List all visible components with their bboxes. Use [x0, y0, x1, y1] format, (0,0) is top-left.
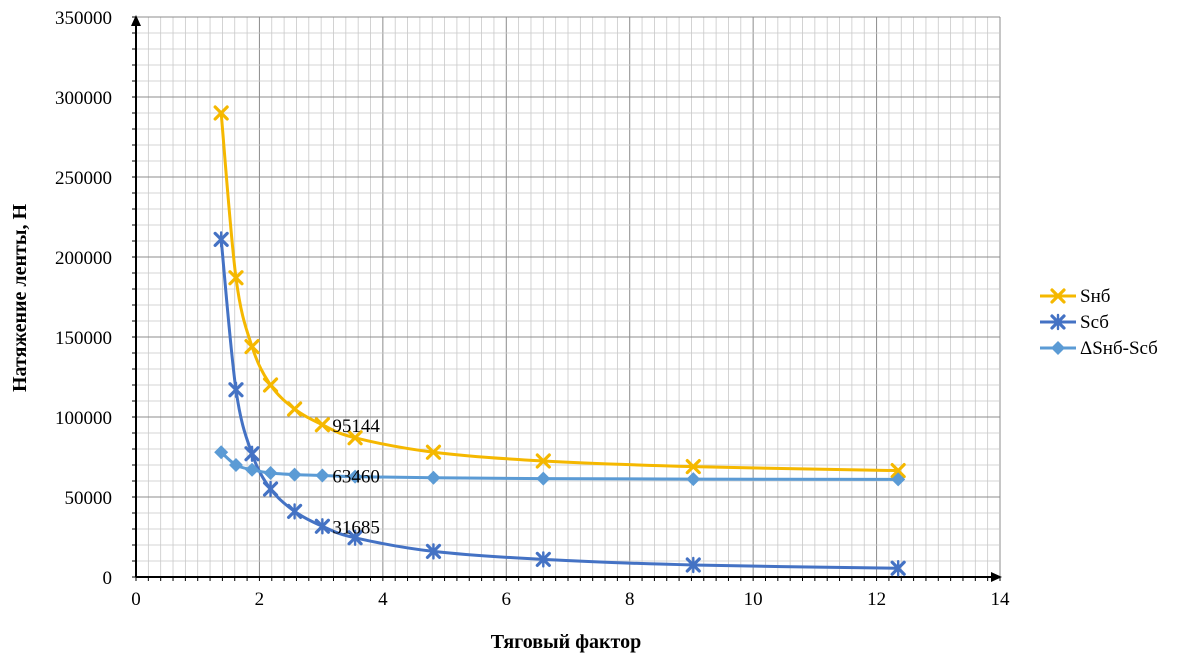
data-point: [315, 468, 330, 483]
data-point: [228, 381, 244, 398]
data-label: 31685: [332, 517, 380, 538]
data-point: [228, 270, 244, 286]
data-point: [244, 339, 260, 355]
data-point: [425, 444, 442, 460]
x-axis-arrow: [991, 572, 1002, 582]
data-point: [536, 471, 551, 486]
legend-marker: [1050, 313, 1066, 331]
y-tick-label: 250000: [55, 168, 112, 189]
data-point: [228, 458, 243, 472]
grid: [135, 16, 1001, 578]
marker-stroke: [425, 444, 442, 460]
data-point: [263, 466, 278, 480]
y-tick-label: 50000: [65, 488, 113, 509]
data-point: [314, 417, 330, 433]
marker-stroke: [890, 463, 906, 479]
y-tick-label: 350000: [55, 8, 112, 29]
data-point: [213, 231, 229, 248]
marker-stroke: [228, 270, 244, 286]
x-tick-label: 2: [255, 589, 265, 610]
y-axis-arrow: [131, 15, 141, 26]
data-point: [425, 543, 442, 560]
x-tick-label: 4: [378, 589, 388, 610]
series-line-1: [219, 112, 899, 473]
x-tick-label: 0: [131, 589, 141, 610]
marker-stroke: [347, 430, 363, 446]
data-point: [244, 445, 260, 462]
x-tick-label: 14: [991, 589, 1011, 610]
data-point: [347, 529, 363, 546]
marker-stroke: [535, 453, 551, 469]
data-point: [891, 472, 906, 487]
data-point: [535, 551, 551, 568]
data-point: [213, 105, 229, 121]
data-point: [287, 401, 303, 417]
y-tick-label: 150000: [55, 328, 112, 349]
data-point: [890, 560, 906, 577]
data-point: [287, 467, 302, 482]
data-point: [287, 503, 303, 520]
legend-label: Sнб: [1080, 286, 1110, 307]
legend: Sнб Sсб ΔSнб-Sсб: [1040, 286, 1158, 359]
data-point: [685, 556, 701, 574]
series-line-2: [219, 239, 899, 570]
data-point: [314, 518, 330, 535]
legend-marker: [1050, 288, 1066, 304]
legend-label: ΔSнб-Sсб: [1080, 338, 1158, 359]
x-tick-label: 12: [867, 589, 886, 610]
data-point: [262, 377, 279, 393]
marker-stroke: [213, 105, 229, 121]
data-point: [685, 459, 701, 475]
marker-stroke: [685, 459, 701, 475]
marker-stroke: [314, 417, 330, 433]
y-tick-label: 300000: [55, 88, 112, 109]
data-label: 95144: [332, 416, 380, 437]
y-axis-title: Натяжение ленты, Н: [9, 204, 31, 393]
marker-stroke: [1050, 288, 1066, 304]
tick-labels: 0 2 4 6 8 10 12 14 0 50000 100000 150000 200000 25000…: [55, 8, 1010, 610]
x-tick-label: 6: [502, 589, 512, 610]
axes: [131, 15, 1002, 582]
data-labels: 95144 63460 31685: [332, 416, 380, 539]
series-group: [213, 105, 906, 577]
x-tick-label: 8: [625, 589, 635, 610]
x-axis-title: Тяговый фактор: [491, 631, 641, 653]
data-point: [347, 430, 363, 446]
y-tick-label: 0: [103, 568, 113, 589]
legend-marker: [1051, 341, 1065, 355]
marker-stroke: [244, 339, 260, 355]
y-tick-label: 200000: [55, 248, 112, 269]
y-tick-label: 100000: [55, 408, 112, 429]
marker-stroke: [262, 377, 279, 393]
data-point: [262, 480, 279, 498]
legend-label: Sсб: [1080, 312, 1109, 333]
data-point: [535, 453, 551, 469]
data-label: 63460: [332, 466, 380, 487]
data-point: [245, 462, 260, 477]
data-point: [890, 463, 906, 479]
data-point: [426, 470, 441, 485]
data-point: [348, 469, 363, 484]
data-point: [214, 445, 229, 460]
x-tick-label: 10: [744, 589, 763, 610]
marker-stroke: [287, 401, 303, 417]
data-point: [686, 472, 701, 487]
